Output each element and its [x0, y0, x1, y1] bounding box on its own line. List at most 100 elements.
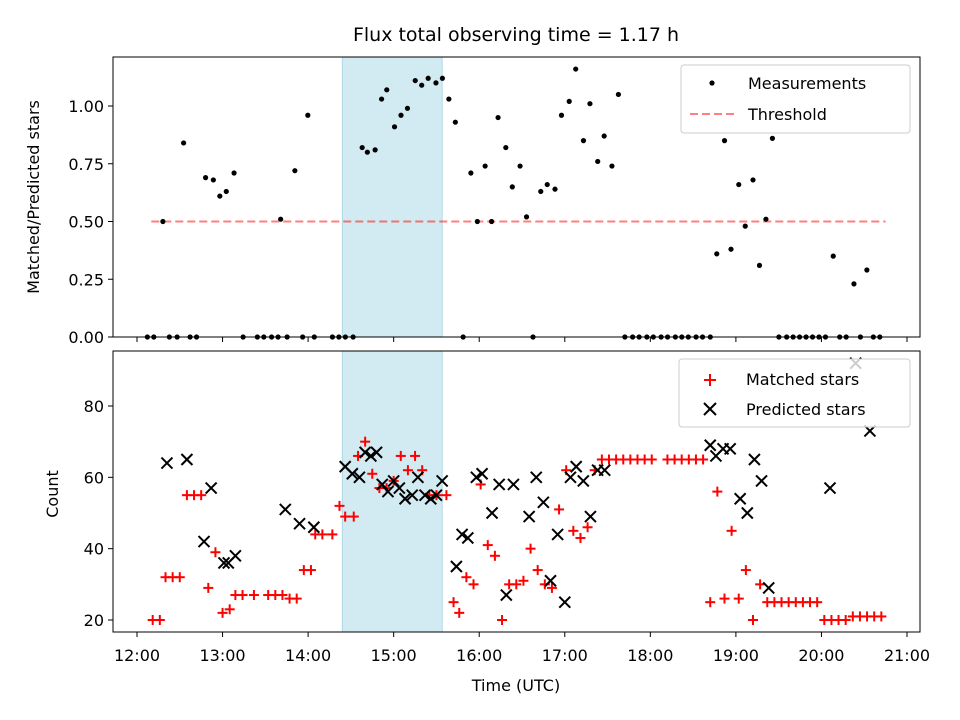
top-y-ticks: 0.00 0.25 0.50 0.75 1.00: [68, 97, 113, 347]
predicted-star-point: [584, 510, 597, 523]
matched-star-point: [712, 486, 723, 497]
predicted-star-point: [823, 481, 837, 495]
matched-star-point: [210, 547, 221, 558]
predicted-star-point: [393, 481, 406, 495]
matched-star-point: [174, 572, 185, 583]
predicted-star-point: [537, 496, 550, 509]
predicted-star-point: [370, 446, 383, 459]
chart-title: Flux total observing time = 1.17 h: [353, 24, 679, 46]
measurement-point: [763, 216, 769, 222]
predicted-star-point: [398, 492, 412, 505]
matched-star-point: [277, 590, 288, 601]
predicted-star-point: [530, 471, 543, 484]
predicted-star-point: [500, 588, 513, 602]
measurement-point: [482, 163, 488, 169]
measurement-point: [180, 140, 187, 146]
x-tick-label: 21:00: [884, 646, 930, 665]
top-y-axis-label: Matched/Predicted stars: [24, 100, 43, 294]
measurement-point: [305, 112, 311, 118]
matched-star-point: [327, 529, 338, 540]
matched-star-point: [698, 454, 709, 465]
predicted-star-point: [741, 506, 754, 520]
measurement-point: [378, 96, 385, 102]
matched-stars-points: [147, 436, 887, 625]
matched-star-point: [217, 607, 228, 618]
top-y-tick-label: 0.50: [68, 213, 104, 232]
measurement-point: [595, 158, 601, 165]
legend-measurements-label: Measurements: [748, 74, 866, 93]
predicted-star-point: [522, 510, 536, 523]
matched-star-point: [511, 579, 522, 590]
predicted-stars-points: [160, 356, 877, 609]
bottom-legend-box: [678, 358, 911, 428]
predicted-star-point: [217, 556, 231, 570]
bottom-legend: Matched stars Predicted stars: [678, 358, 911, 428]
predicted-star-point: [558, 595, 571, 609]
predicted-star-point: [204, 481, 218, 495]
measurement-point: [433, 80, 439, 86]
top-legend: Measurements Threshold: [680, 64, 911, 134]
matched-star-point: [554, 504, 565, 515]
measurement-point: [544, 181, 550, 188]
matched-star-point: [224, 604, 235, 615]
bottom-axes-frame: [112, 350, 921, 633]
predicted-star-point: [461, 531, 475, 545]
matched-star-point: [525, 543, 536, 554]
matched-star-point: [740, 565, 751, 576]
predicted-star-point: [293, 517, 306, 530]
measurement-point: [398, 112, 404, 118]
measurement-point: [364, 149, 370, 155]
measurement-point: [404, 105, 411, 111]
matched-star-point: [248, 590, 259, 601]
measurement-point: [573, 66, 579, 72]
matched-star-point: [733, 593, 744, 604]
measurement-point: [609, 163, 615, 169]
predicted-star-point: [755, 474, 768, 488]
x-tick-label: 14:00: [285, 646, 331, 665]
predicted-star-point: [435, 474, 449, 488]
matched-star-point: [575, 532, 586, 543]
predicted-star-point: [475, 467, 489, 480]
top-y-tick-label: 0.75: [68, 155, 104, 174]
x-tick-label: 15:00: [371, 646, 417, 665]
measurement-point: [523, 214, 530, 220]
predicted-star-point: [364, 449, 378, 463]
measurement-point: [509, 184, 515, 190]
matched-star-point: [705, 597, 716, 608]
measurement-point: [488, 218, 495, 225]
bottom-y-ticks: 20 40 60 80: [84, 397, 113, 630]
matched-star-point: [196, 490, 207, 501]
measurement-point: [412, 77, 418, 84]
predicted-star-point: [180, 453, 194, 466]
matched-star-point: [340, 511, 351, 522]
measurement-point: [558, 112, 565, 118]
measurement-point: [231, 170, 237, 176]
measurement-point: [742, 223, 748, 229]
matched-star-point: [410, 450, 421, 461]
measurement-point: [391, 124, 398, 130]
predicted-star-point: [450, 560, 463, 573]
bottom-y-tick-label: 80: [84, 397, 104, 416]
matched-star-point: [348, 511, 359, 522]
predicted-star-point: [704, 439, 717, 452]
matched-star-point: [755, 579, 766, 590]
matched-star-point: [367, 468, 378, 479]
bottom-highlight-span: [341, 350, 443, 633]
predicted-star-point: [279, 503, 292, 516]
x-tick-label: 16:00: [456, 646, 502, 665]
legend-measurements-marker: [709, 80, 715, 86]
matched-star-point: [489, 550, 500, 561]
predicted-star-point: [569, 460, 583, 473]
predicted-star-point: [598, 463, 611, 477]
top-legend-box: [680, 64, 911, 134]
measurement-point: [517, 163, 523, 169]
predicted-star-point: [307, 521, 321, 534]
measurement-point: [587, 101, 593, 107]
top-y-tick-label: 0.25: [68, 270, 104, 289]
bottom-y-axis-label: Count: [43, 470, 62, 518]
matched-star-point: [840, 615, 851, 625]
measurement-point: [728, 246, 734, 252]
predicted-star-point: [160, 456, 174, 470]
